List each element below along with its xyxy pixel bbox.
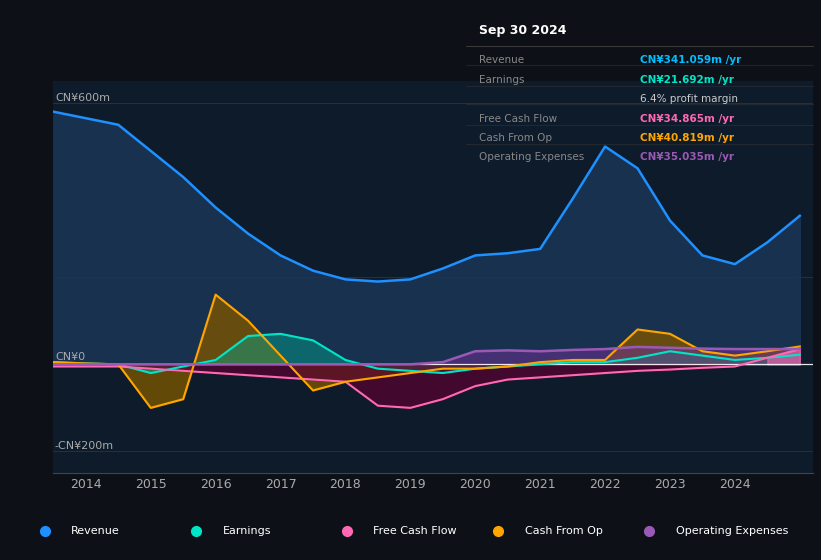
Text: Revenue: Revenue — [71, 526, 120, 535]
Text: Earnings: Earnings — [222, 526, 271, 535]
Text: CN¥0: CN¥0 — [55, 352, 85, 362]
Text: Cash From Op: Cash From Op — [525, 526, 603, 535]
Text: Free Cash Flow: Free Cash Flow — [374, 526, 457, 535]
Text: Earnings: Earnings — [479, 75, 525, 85]
Text: Revenue: Revenue — [479, 54, 525, 64]
Text: Free Cash Flow: Free Cash Flow — [479, 114, 557, 124]
Text: Operating Expenses: Operating Expenses — [676, 526, 788, 535]
Text: CN¥35.035m /yr: CN¥35.035m /yr — [640, 152, 734, 162]
Text: Cash From Op: Cash From Op — [479, 133, 553, 143]
Text: Operating Expenses: Operating Expenses — [479, 152, 585, 162]
Text: CN¥341.059m /yr: CN¥341.059m /yr — [640, 54, 741, 64]
Text: Sep 30 2024: Sep 30 2024 — [479, 24, 567, 37]
Text: CN¥40.819m /yr: CN¥40.819m /yr — [640, 133, 734, 143]
Text: -CN¥200m: -CN¥200m — [55, 441, 114, 451]
Text: 6.4% profit margin: 6.4% profit margin — [640, 94, 738, 104]
Text: CN¥600m: CN¥600m — [55, 93, 110, 103]
Text: CN¥34.865m /yr: CN¥34.865m /yr — [640, 114, 734, 124]
Text: CN¥21.692m /yr: CN¥21.692m /yr — [640, 75, 734, 85]
